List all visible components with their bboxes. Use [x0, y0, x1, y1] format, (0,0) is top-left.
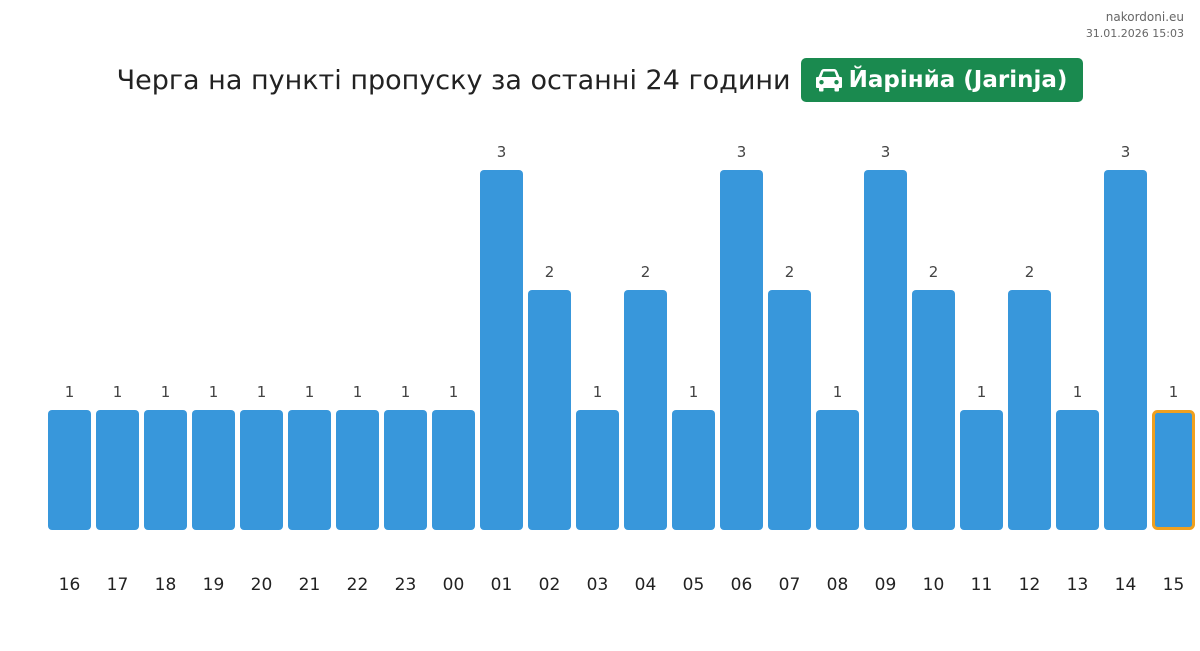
bar-15 — [1152, 410, 1195, 530]
x-tick-label-09: 09 — [875, 575, 897, 595]
timestamp: 31.01.2026 15:03 — [1085, 27, 1184, 40]
value-label-07: 2 — [785, 263, 795, 281]
bar-07 — [768, 290, 811, 530]
site-name: nakordoni.eu — [1105, 10, 1184, 24]
bar-22 — [336, 410, 379, 530]
x-tick-label-16: 16 — [59, 575, 81, 595]
checkpoint-badge: Йарінйа (Jarinja) — [800, 58, 1084, 102]
value-label-15: 1 — [1169, 383, 1179, 401]
x-tick-label-01: 01 — [491, 575, 513, 595]
x-tick-label-10: 10 — [923, 575, 945, 595]
chart-title: Черга на пункті пропуску за останні 24 г… — [116, 64, 791, 96]
value-label-09: 3 — [881, 143, 891, 161]
value-label-17: 1 — [113, 383, 123, 401]
bar-00 — [432, 410, 475, 530]
bar-08 — [816, 410, 859, 530]
x-tick-label-06: 06 — [731, 575, 753, 595]
x-tick-label-11: 11 — [971, 575, 993, 595]
value-label-13: 1 — [1073, 383, 1083, 401]
value-label-12: 2 — [1025, 263, 1035, 281]
bar-21 — [288, 410, 331, 530]
chart-header: Черга на пункті пропуску за останні 24 г… — [0, 58, 1200, 102]
bar-19 — [192, 410, 235, 530]
bar-05 — [672, 410, 715, 530]
value-label-11: 1 — [977, 383, 987, 401]
value-label-16: 1 — [65, 383, 75, 401]
x-tick-label-14: 14 — [1115, 575, 1137, 595]
bar-17 — [96, 410, 139, 530]
x-tick-label-05: 05 — [683, 575, 705, 595]
value-label-01: 3 — [497, 143, 507, 161]
bar-13 — [1056, 410, 1099, 530]
bar-20 — [240, 410, 283, 530]
value-label-08: 1 — [833, 383, 843, 401]
x-tick-label-22: 22 — [347, 575, 369, 595]
value-label-18: 1 — [161, 383, 171, 401]
bar-06 — [720, 170, 763, 530]
x-tick-label-03: 03 — [587, 575, 609, 595]
bar-02 — [528, 290, 571, 530]
bar-04 — [624, 290, 667, 530]
x-tick-label-07: 07 — [779, 575, 801, 595]
bar-11 — [960, 410, 1003, 530]
value-label-10: 2 — [929, 263, 939, 281]
x-tick-label-18: 18 — [155, 575, 177, 595]
x-tick-label-00: 00 — [443, 575, 465, 595]
value-label-03: 1 — [593, 383, 603, 401]
bar-01 — [480, 170, 523, 530]
value-label-05: 1 — [689, 383, 699, 401]
car-icon — [815, 68, 843, 92]
value-label-21: 1 — [305, 383, 315, 401]
x-tick-label-15: 15 — [1163, 575, 1185, 595]
x-tick-label-20: 20 — [251, 575, 273, 595]
x-tick-label-02: 02 — [539, 575, 561, 595]
x-tick-label-12: 12 — [1019, 575, 1041, 595]
value-label-23: 1 — [401, 383, 411, 401]
x-tick-label-19: 19 — [203, 575, 225, 595]
bar-14 — [1104, 170, 1147, 530]
x-tick-label-04: 04 — [635, 575, 657, 595]
bar-23 — [384, 410, 427, 530]
bar-09 — [864, 170, 907, 530]
bar-16 — [48, 410, 91, 530]
x-tick-label-08: 08 — [827, 575, 849, 595]
x-tick-label-17: 17 — [107, 575, 129, 595]
bar-03 — [576, 410, 619, 530]
value-label-00: 1 — [449, 383, 459, 401]
value-label-14: 3 — [1121, 143, 1131, 161]
bar-10 — [912, 290, 955, 530]
bar-18 — [144, 410, 187, 530]
value-label-06: 3 — [737, 143, 747, 161]
value-label-22: 1 — [353, 383, 363, 401]
value-label-04: 2 — [641, 263, 651, 281]
x-tick-label-13: 13 — [1067, 575, 1089, 595]
x-tick-label-23: 23 — [395, 575, 417, 595]
x-tick-label-21: 21 — [299, 575, 321, 595]
checkpoint-name: Йарінйа (Jarinja) — [848, 67, 1068, 93]
value-label-19: 1 — [209, 383, 219, 401]
bar-12 — [1008, 290, 1051, 530]
value-label-02: 2 — [545, 263, 555, 281]
value-label-20: 1 — [257, 383, 267, 401]
